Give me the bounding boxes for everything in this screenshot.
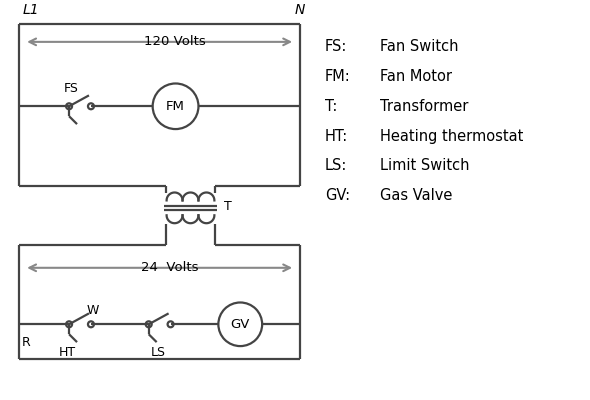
- Text: LS: LS: [151, 346, 166, 358]
- Text: T: T: [224, 200, 232, 213]
- Text: Heating thermostat: Heating thermostat: [379, 128, 523, 144]
- Text: Gas Valve: Gas Valve: [379, 188, 452, 203]
- Text: FS:: FS:: [325, 39, 348, 54]
- Text: GV: GV: [231, 318, 250, 331]
- Text: FS: FS: [64, 82, 78, 95]
- Text: N: N: [295, 3, 305, 17]
- Text: 120 Volts: 120 Volts: [144, 35, 205, 48]
- Text: Fan Motor: Fan Motor: [379, 69, 451, 84]
- Text: Fan Switch: Fan Switch: [379, 39, 458, 54]
- Text: FM: FM: [166, 100, 185, 113]
- Text: T:: T:: [325, 99, 337, 114]
- Text: HT:: HT:: [325, 128, 348, 144]
- Text: W: W: [87, 304, 99, 317]
- Text: GV:: GV:: [325, 188, 350, 203]
- Text: R: R: [21, 336, 30, 349]
- Text: HT: HT: [58, 346, 76, 358]
- Text: Transformer: Transformer: [379, 99, 468, 114]
- Text: LS:: LS:: [325, 158, 348, 173]
- Text: 24  Volts: 24 Volts: [141, 261, 198, 274]
- Text: FM:: FM:: [325, 69, 350, 84]
- Text: Limit Switch: Limit Switch: [379, 158, 469, 173]
- Text: L1: L1: [22, 3, 39, 17]
